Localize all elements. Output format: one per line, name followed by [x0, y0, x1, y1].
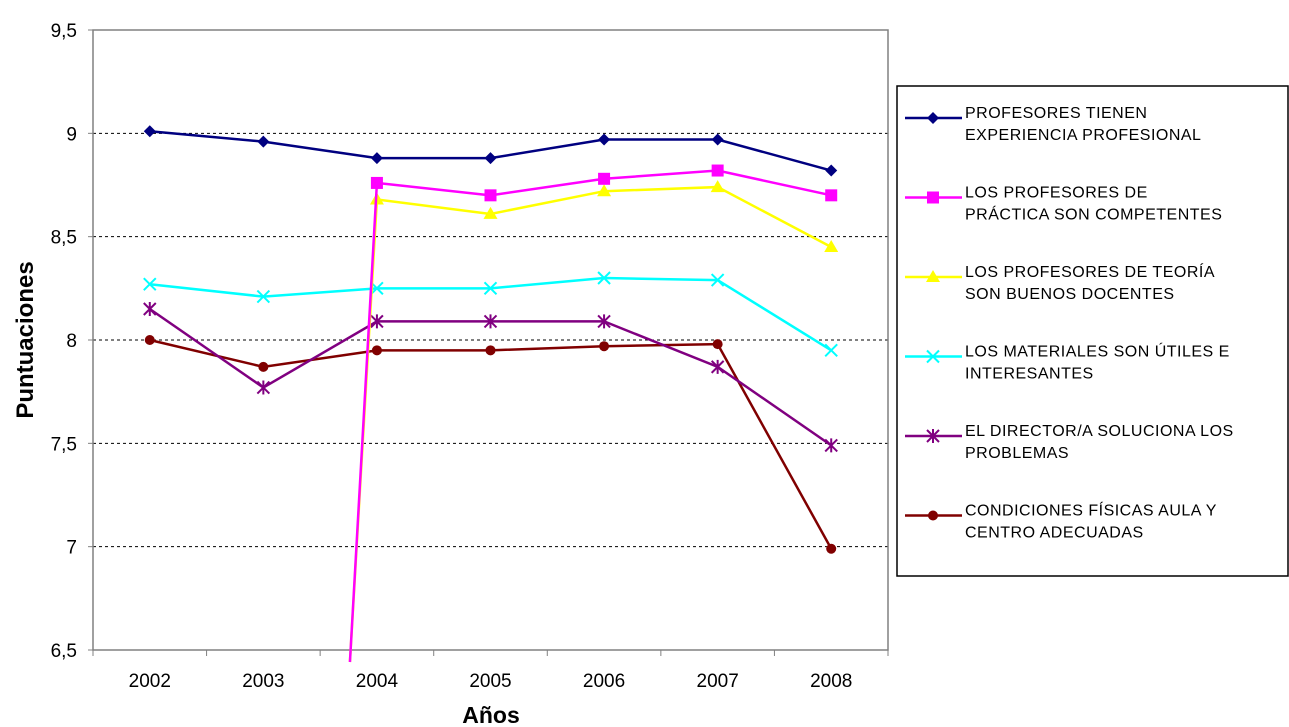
data-point	[370, 152, 383, 165]
legend-item: CONDICIONES FÍSICAS AULA Y CENTRO ADECUAD…	[905, 501, 1217, 542]
data-point	[598, 172, 611, 185]
legend-label: EL DIRECTOR/A SOLUCIONA LOS	[965, 423, 1234, 440]
data-point	[824, 343, 838, 358]
legend-marker	[927, 191, 939, 204]
series-4	[143, 271, 838, 358]
series-3	[348, 180, 839, 663]
x-tick-label: 2003	[242, 671, 284, 692]
legend-item: EL DIRECTOR/A SOLUCIONA LOS PROBLEMAS	[905, 423, 1234, 462]
data-point	[598, 133, 611, 146]
data-point	[597, 314, 611, 329]
legend-marker	[926, 270, 940, 282]
legend-item: PROFESORES TIENEN EXPERIENCIA PROFESIONAL	[905, 105, 1201, 144]
legend-label: LOS MATERIALES SON ÚTILES E	[965, 342, 1230, 361]
data-point	[710, 180, 725, 193]
legend-marker	[926, 429, 940, 443]
legend-marker	[926, 349, 940, 364]
legend-label: LOS PROFESORES DE TEORÍA	[965, 262, 1215, 281]
x-tick-label: 2005	[469, 671, 511, 692]
legend-label: INTERESANTES	[965, 366, 1094, 383]
y-axis-ticks: 6,5 7 7,5 8 8,5 9 9,5	[51, 21, 93, 662]
series-jump-dash	[349, 182, 378, 663]
legend-item: LOS PROFESORES DE TEORÍA SON BUENOS DOCEN…	[905, 262, 1215, 303]
series-6	[144, 335, 837, 554]
data-point	[258, 361, 269, 372]
data-point	[485, 345, 496, 356]
legend-border	[896, 85, 1289, 577]
data-point	[256, 289, 271, 304]
series-line	[149, 338, 833, 550]
series-group	[143, 125, 839, 663]
data-point	[711, 164, 724, 177]
data-point	[824, 240, 839, 252]
data-point	[824, 438, 838, 453]
y-tick-label: 9,5	[51, 21, 77, 42]
x-tick-label: 2007	[697, 671, 739, 692]
data-point	[710, 273, 725, 287]
data-point	[143, 125, 156, 138]
legend-label: LOS PROFESORES DE	[965, 185, 1148, 202]
legend-label: PROFESORES TIENEN	[965, 105, 1147, 122]
x-tick-label: 2006	[583, 671, 625, 692]
data-point	[370, 314, 384, 329]
y-tick-label: 9	[66, 124, 77, 145]
legend: PROFESORES TIENEN EXPERIENCIA PROFESIONAL…	[896, 85, 1289, 577]
data-point	[483, 281, 498, 296]
data-point	[143, 302, 157, 316]
data-point	[711, 133, 724, 146]
data-point	[597, 184, 612, 197]
series-5	[143, 302, 838, 453]
y-tick-label: 7	[66, 538, 77, 559]
series-line	[149, 130, 832, 172]
data-point	[371, 345, 382, 356]
data-point	[712, 339, 723, 350]
legend-item: LOS MATERIALES SON ÚTILES E INTERESANTES	[905, 342, 1230, 383]
data-point	[483, 206, 498, 219]
x-tick-label: 2002	[129, 671, 171, 692]
data-point	[825, 189, 838, 202]
data-point	[710, 359, 725, 374]
series-2	[348, 164, 838, 663]
data-point	[599, 341, 610, 352]
data-point	[256, 380, 271, 395]
legend-marker	[927, 112, 939, 124]
data-point	[144, 335, 155, 345]
series-line	[348, 185, 832, 663]
legend-label: EXPERIENCIA PROFESIONAL	[965, 127, 1201, 144]
y-tick-label: 8	[66, 331, 77, 352]
legend-label: SON BUENOS DOCENTES	[965, 286, 1175, 303]
legend-items: PROFESORES TIENEN EXPERIENCIA PROFESIONAL…	[905, 105, 1234, 542]
legend-label: CONDICIONES FÍSICAS AULA Y	[965, 501, 1217, 520]
y-tick-label: 6,5	[51, 641, 77, 662]
data-point	[484, 152, 497, 165]
series-1	[143, 125, 838, 177]
series-line	[149, 307, 832, 447]
legend-marker	[928, 510, 938, 521]
data-point	[826, 543, 837, 554]
data-point	[257, 135, 270, 148]
y-tick-label: 8,5	[51, 228, 77, 249]
x-axis-title: Años	[462, 702, 520, 727]
data-point	[483, 314, 498, 329]
legend-item: LOS PROFESORES DE PRÁCTICA SON COMPETENTE…	[905, 185, 1222, 224]
data-point	[143, 277, 157, 291]
grid-lines	[93, 132, 888, 548]
data-point	[484, 189, 497, 202]
y-tick-label: 7,5	[51, 434, 77, 455]
legend-label: PROBLEMAS	[965, 445, 1069, 462]
y-axis-title: Puntuaciones	[12, 261, 39, 418]
x-axis-ticks: 2002 2003 2004 2005 2006 2007 2008	[92, 650, 889, 692]
data-point	[370, 176, 383, 189]
data-point	[597, 271, 611, 285]
x-tick-label: 2004	[356, 671, 399, 692]
legend-label: PRÁCTICA SON COMPETENTES	[965, 205, 1222, 224]
data-point	[825, 164, 838, 177]
x-tick-label: 2008	[810, 671, 852, 692]
legend-label: CENTRO ADECUADAS	[965, 525, 1144, 542]
